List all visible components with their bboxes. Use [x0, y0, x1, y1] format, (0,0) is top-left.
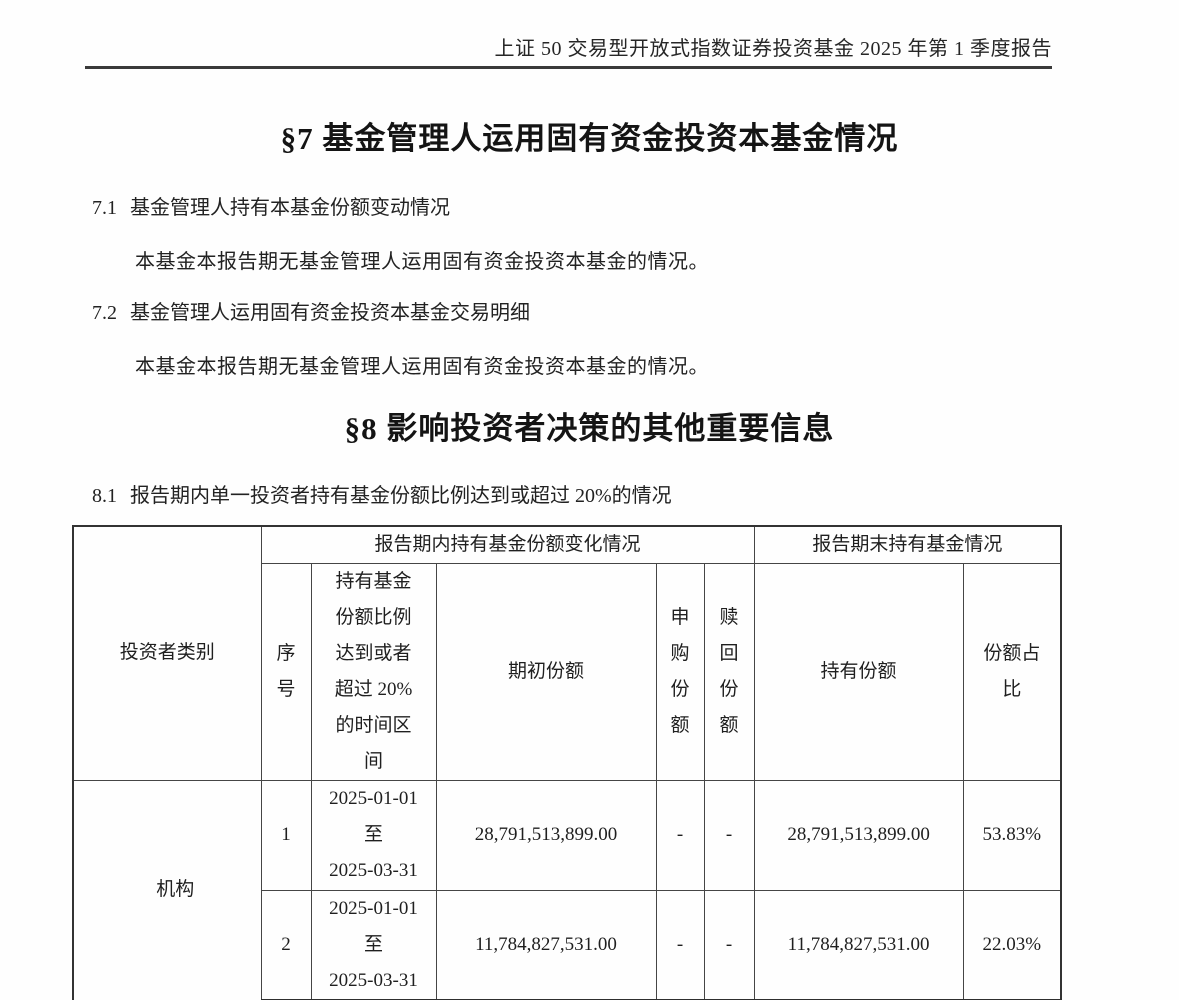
section7-2-number: 7.2 [92, 302, 117, 324]
cell-seq: 2 [260, 889, 312, 1000]
cell-holding-shares: 11,784,827,531.00 [753, 889, 964, 1000]
cell-share-ratio: 53.83% [962, 779, 1062, 891]
running-header: 上证 50 交易型开放式指数证券投资基金 2025 年第 1 季度报告 [494, 38, 1052, 60]
column-header-subscription-shares: 申购份额 [655, 562, 705, 781]
investor-holding-table-wrapper: 投资者类别 报告期内持有基金份额变化情况 报告期末持有基金情况 序号 持有基金份… [72, 525, 1063, 1000]
investor-holding-table: 投资者类别 报告期内持有基金份额变化情况 报告期末持有基金情况 序号 持有基金份… [72, 525, 1063, 1000]
cell-period: 2025-01-01 至 2025-03-31 [310, 779, 437, 891]
column-header-redemption-shares: 赎回份额 [703, 562, 755, 781]
section7-1-paragraph: 本基金本报告期无基金管理人运用固有资金投资本基金的情况。 [135, 251, 709, 273]
cell-period: 2025-01-01 至 2025-03-31 [310, 889, 437, 1000]
section8-1-heading: 8.1 报告期内单一投资者持有基金份额比例达到或超过 20%的情况 [92, 481, 672, 511]
column-header-holding-shares: 持有份额 [753, 562, 964, 781]
section7-title: §7 基金管理人运用固有资金投资本基金情况 [280, 121, 899, 156]
section8-1-title: 报告期内单一投资者持有基金份额比例达到或超过 20%的情况 [130, 485, 672, 507]
table-row: 2 2025-01-01 至 2025-03-31 11,784,827,531… [73, 889, 1062, 1000]
cell-share-ratio: 22.03% [962, 889, 1062, 1000]
cell-subscription-shares: - [655, 779, 705, 891]
group-header-period-change: 报告期内持有基金份额变化情况 [260, 525, 755, 564]
cell-holding-shares: 28,791,513,899.00 [753, 779, 964, 891]
table-group-header-row: 投资者类别 报告期内持有基金份额变化情况 报告期末持有基金情况 [72, 525, 1062, 781]
table-row: 机构 1 2025-01-01 至 2025-03-31 28,791,513,… [72, 779, 1062, 1000]
section8-title: §8 影响投资者决策的其他重要信息 [344, 411, 835, 446]
cell-seq: 1 [260, 779, 312, 891]
section7-1-title: 基金管理人持有本基金份额变动情况 [130, 197, 450, 219]
column-header-period: 持有基金份额比例达到或者超过 20%的时间区间 [310, 562, 437, 781]
column-header-seq: 序号 [260, 562, 312, 781]
column-header-share-ratio: 份额占比 [962, 562, 1062, 781]
section7-2-title: 基金管理人运用固有资金投资本基金交易明细 [130, 302, 530, 324]
cell-investor-type: 机构 [72, 779, 262, 1000]
cell-opening-shares: 28,791,513,899.00 [435, 779, 657, 891]
cell-redemption-shares: - [703, 889, 755, 1000]
header-rule [85, 66, 1052, 69]
section7-1-heading: 7.1 基金管理人持有本基金份额变动情况 [92, 193, 450, 223]
section7-2-heading: 7.2 基金管理人运用固有资金投资本基金交易明细 [92, 298, 530, 328]
section8-1-number: 8.1 [92, 485, 117, 507]
section7-2-paragraph: 本基金本报告期无基金管理人运用固有资金投资本基金的情况。 [135, 356, 709, 378]
section7-1-number: 7.1 [92, 197, 117, 219]
column-header-opening-shares: 期初份额 [435, 562, 657, 781]
group-header-period-end: 报告期末持有基金情况 [753, 525, 1062, 564]
column-header-investor-type: 投资者类别 [72, 525, 262, 781]
cell-redemption-shares: - [703, 779, 755, 891]
cell-subscription-shares: - [655, 889, 705, 1000]
cell-opening-shares: 11,784,827,531.00 [435, 889, 657, 1000]
